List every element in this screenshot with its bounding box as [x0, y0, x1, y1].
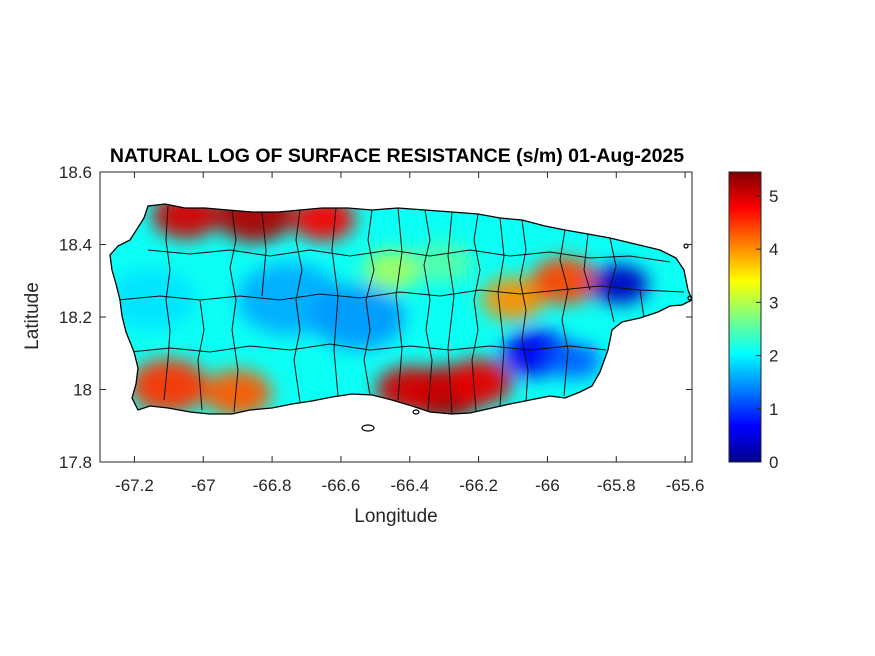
x-tick-label: -66.4: [390, 476, 429, 495]
colorbar-tick-label: 4: [769, 240, 778, 259]
municipality-boundary: [497, 217, 505, 407]
x-tick-label: -67: [191, 476, 216, 495]
x-tick-label: -66.2: [459, 476, 498, 495]
islet: [361, 424, 375, 432]
x-tick-label: -65.6: [666, 476, 705, 495]
heatmap-cell: [530, 257, 599, 305]
colorbar-tick-label: 0: [769, 453, 778, 472]
municipality-boundary: [331, 207, 339, 397]
municipality-boundary: [639, 289, 645, 319]
heatmap-cell: [481, 277, 545, 321]
municipality-boundary: [129, 343, 607, 353]
x-tick-label: -67.2: [115, 476, 154, 495]
island-outline: [109, 203, 693, 415]
colorbar-tick-label: 2: [769, 347, 778, 366]
colorbar-ticks: 0 1 2 3 4 5: [756, 187, 778, 472]
colorbar-tick-label: 3: [769, 293, 778, 312]
y-tick-label: 18.4: [59, 236, 92, 255]
municipality-boundaries: [117, 205, 685, 414]
heatmap-cell: [548, 342, 601, 379]
municipality-boundary: [423, 209, 433, 411]
municipality-boundary: [197, 299, 205, 411]
colorbar: 0 1 2 3 4 5: [728, 171, 778, 472]
colorbar-gradient: [729, 172, 761, 462]
y-axis-label: Latitude: [22, 282, 43, 350]
municipality-boundary: [229, 209, 239, 413]
municipality-boundary: [147, 249, 671, 263]
heatmap-cell: [203, 369, 272, 414]
y-tick-label: 18.6: [59, 163, 92, 182]
municipality-boundary: [471, 213, 481, 412]
y-axis-ticks: 17.8 18 18.2 18.4 18.6: [59, 163, 692, 472]
x-tick-label: -65.8: [597, 476, 636, 495]
municipality-boundary: [395, 207, 403, 401]
heatmap-cell: [591, 264, 649, 305]
heatmap-cell: [444, 358, 513, 406]
municipality-boundary: [519, 219, 529, 403]
municipality-boundary: [363, 209, 375, 396]
chart-title: NATURAL LOG OF SURFACE RESISTANCE (s/m) …: [110, 145, 684, 167]
municipality-boundary: [607, 237, 617, 323]
colorbar-frame: [728, 171, 762, 463]
plot-area: -67.2 -67 -66.8 -66.6 -66.4 -66.2 -66 -65.8 -65.…: [59, 163, 705, 495]
municipality-boundary: [163, 205, 171, 401]
y-tick-label: 17.8: [59, 453, 92, 472]
x-tick-label: -66.6: [322, 476, 361, 495]
heatmap-cell: [110, 268, 196, 330]
heatmap-cell: [415, 242, 473, 283]
colorbar-tick-label: 1: [769, 400, 778, 419]
heatmap-cell: [363, 250, 422, 290]
x-axis-ticks: -67.2 -67 -66.8 -66.6 -66.4 -66.2 -66 -65.8 -65.…: [115, 172, 704, 495]
heatmap-cell: [129, 358, 208, 413]
heatmap-cell: [311, 284, 405, 350]
municipality-boundary: [117, 285, 685, 301]
y-tick-label: 18.2: [59, 308, 92, 327]
heatmap-cell: [152, 204, 220, 239]
heatmap-cell: [215, 204, 294, 243]
x-tick-label: -66.8: [253, 476, 292, 495]
municipality-boundary: [583, 233, 591, 291]
municipality-boundary: [261, 211, 267, 297]
islet: [412, 409, 420, 415]
x-axis-label: Longitude: [354, 506, 437, 527]
municipality-boundary: [559, 229, 569, 397]
y-tick-label: 18: [73, 381, 92, 400]
municipality-boundary: [293, 209, 303, 403]
x-tick-label: -66: [535, 476, 560, 495]
colorbar-tick-label: 5: [769, 187, 778, 206]
municipality-boundary: [447, 211, 455, 414]
